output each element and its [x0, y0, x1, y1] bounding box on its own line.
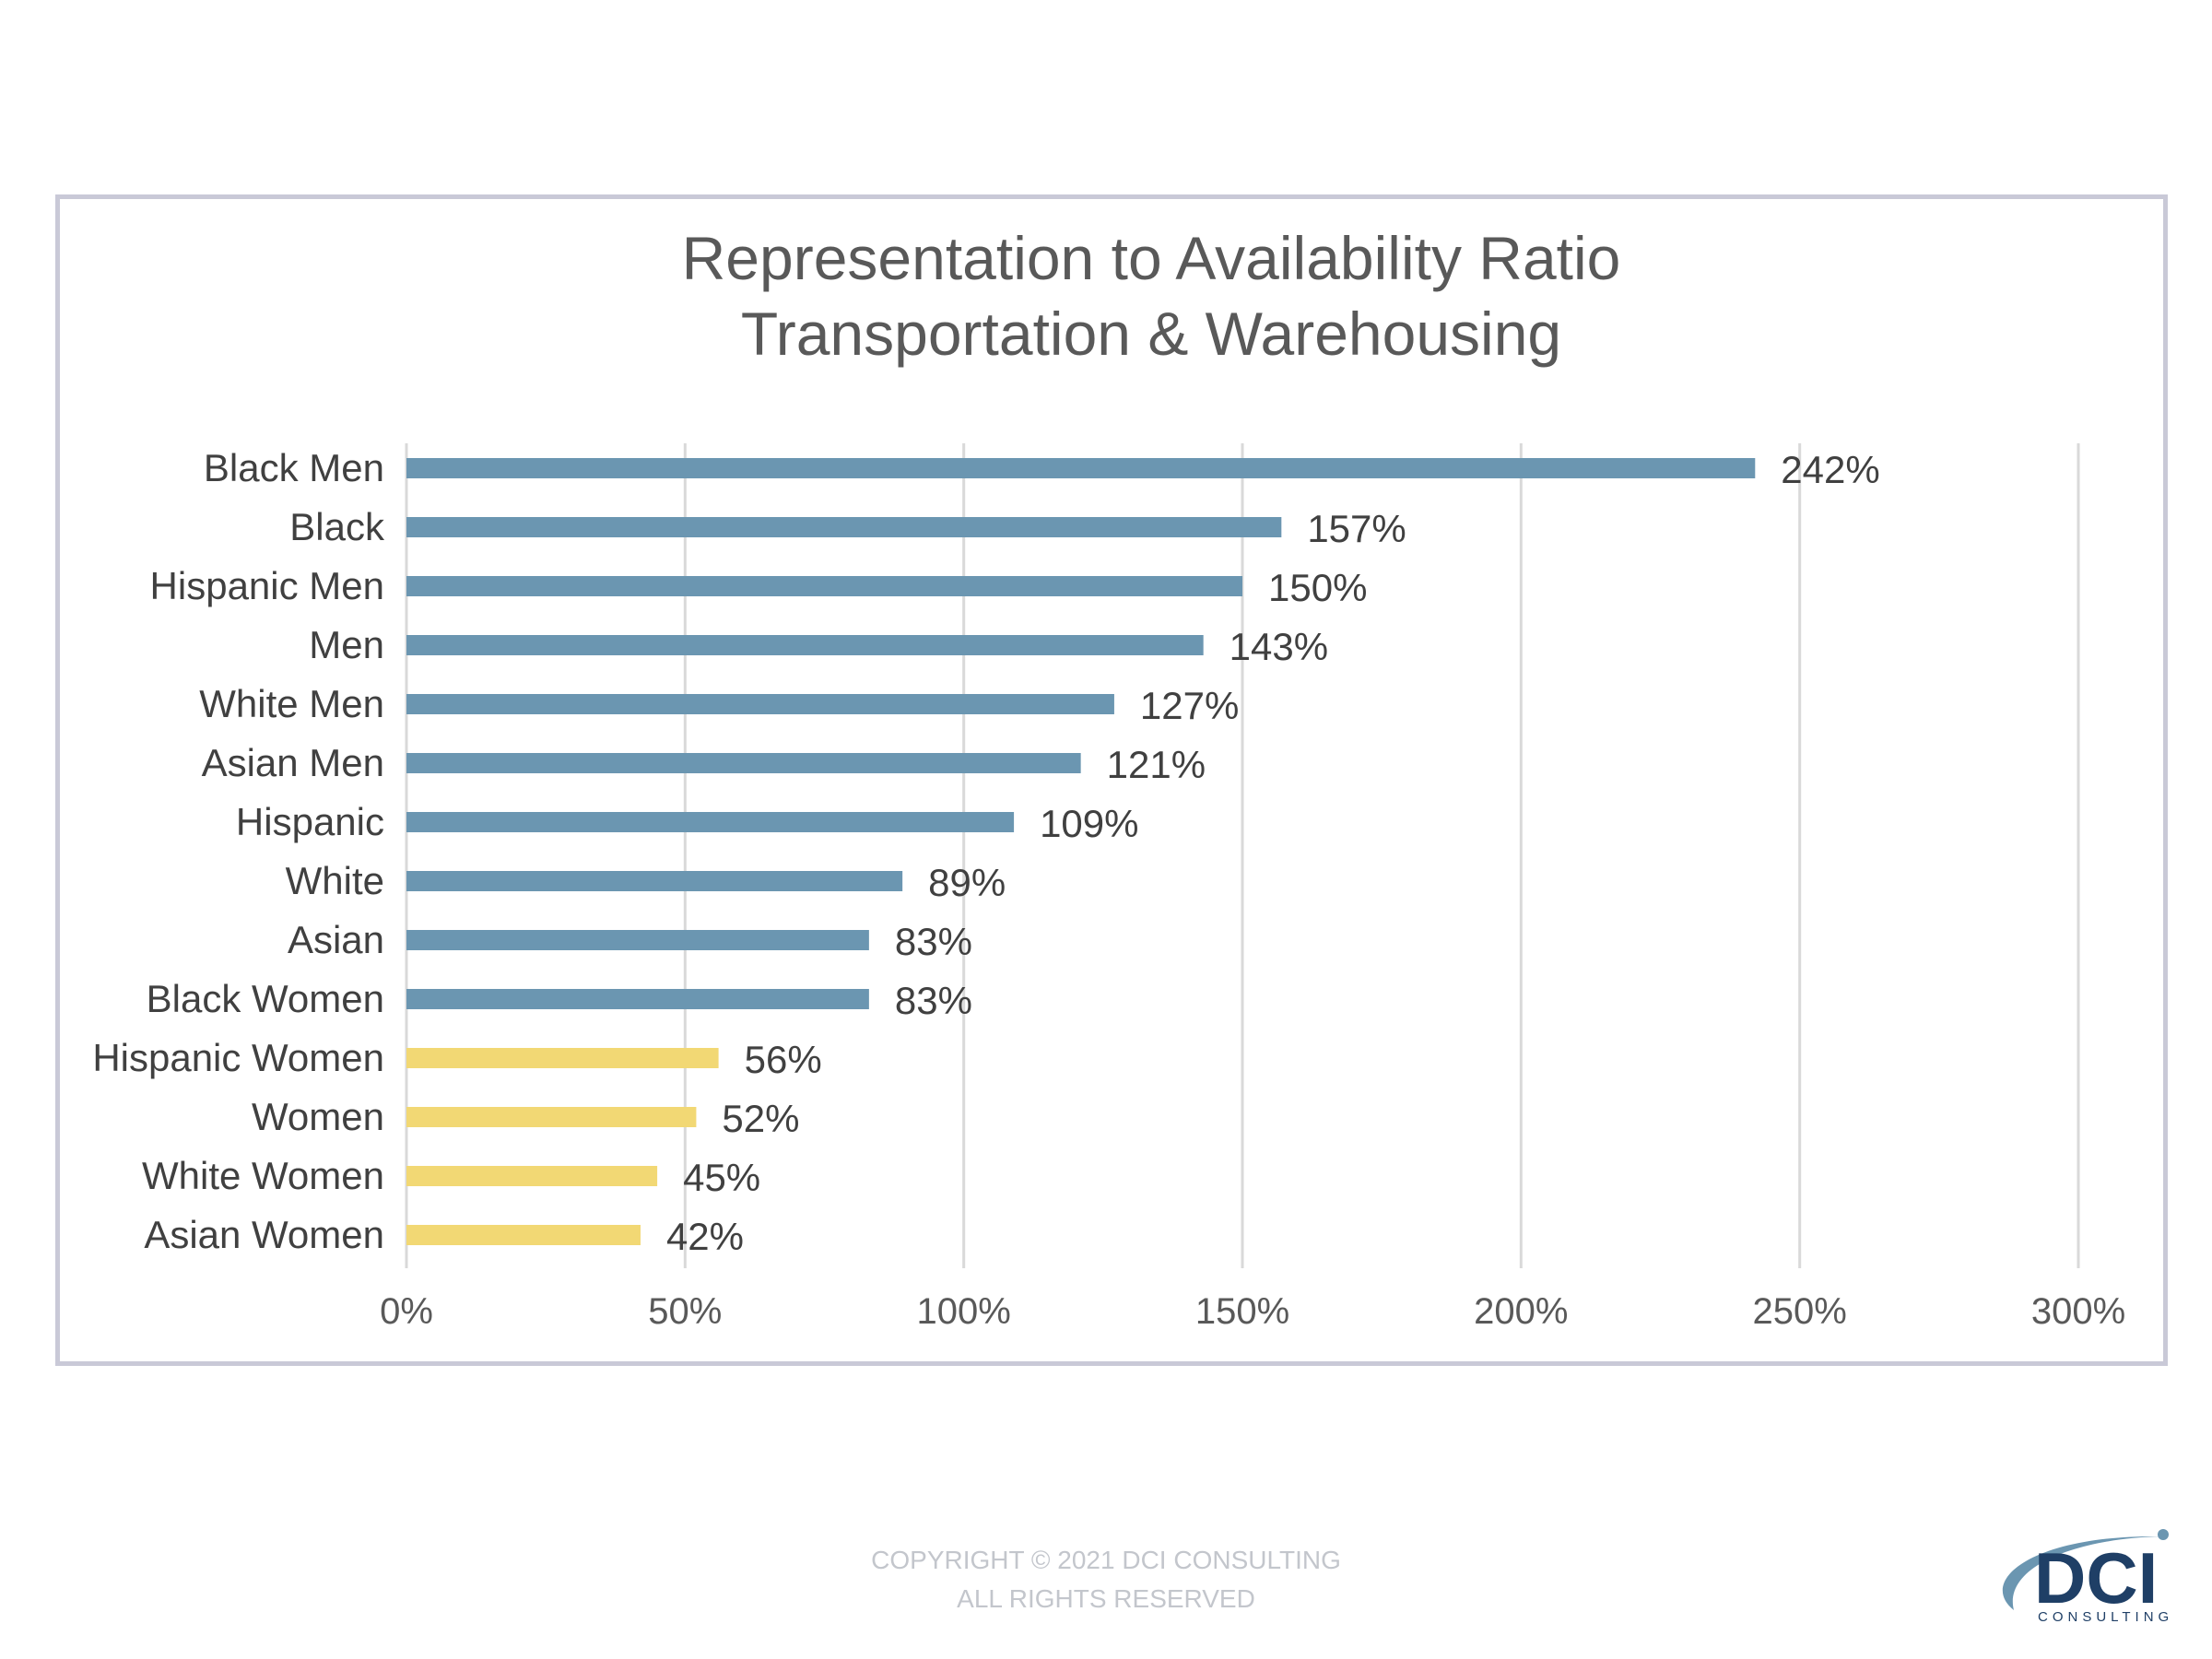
bar [406, 753, 1081, 773]
value-labels: 242% 157% 150% 143% 127% 121% 109% 89% 83% 83% 56%… [666, 448, 1880, 1258]
data-label: 83% [895, 920, 972, 963]
chart-title-line-1: Representation to Availability Ratio [682, 224, 1621, 292]
x-axis-ticks: 0% 50% 100% 150% 200% 250% 300% [380, 1291, 2125, 1332]
bar [406, 989, 869, 1009]
data-label: 109% [1040, 802, 1138, 845]
category-label: Women [252, 1095, 384, 1138]
category-label: Asian Men [202, 741, 384, 784]
bar [406, 930, 869, 950]
bar [406, 812, 1015, 832]
data-label: 45% [683, 1156, 760, 1199]
bar [406, 458, 1756, 478]
data-label: 127% [1140, 684, 1239, 727]
x-tick-label: 0% [380, 1291, 433, 1332]
copyright-notice: COPYRIGHT © 2021 DCI CONSULTING ALL RIGH… [0, 1541, 2212, 1618]
x-tick-label: 100% [917, 1291, 1011, 1332]
bar [406, 694, 1114, 714]
data-label: 242% [1781, 448, 1879, 491]
category-label: Black [289, 505, 385, 548]
copyright-line-1: COPYRIGHT © 2021 DCI CONSULTING [871, 1546, 1341, 1574]
category-label: White [286, 859, 384, 902]
bar [406, 635, 1204, 655]
category-label: Hispanic [236, 800, 384, 843]
bar [406, 1107, 697, 1127]
bars [406, 458, 1756, 1245]
data-label: 52% [722, 1097, 799, 1140]
logo-dot-icon [2158, 1529, 2169, 1540]
chart-frame: Black Men Black Hispanic Men Men White Men As… [55, 194, 2168, 1366]
bar [406, 1225, 641, 1245]
bar [406, 1166, 658, 1186]
category-label: Black Men [204, 446, 384, 489]
logo-swoosh-icon [2002, 1535, 2161, 1610]
category-labels: Black Men Black Hispanic Men Men White Men As… [92, 446, 385, 1256]
x-tick-label: 50% [648, 1291, 722, 1332]
copyright-line-2: ALL RIGHTS RESERVED [957, 1584, 1255, 1613]
category-label: Men [309, 623, 384, 666]
logo-text: DCI [2034, 1537, 2158, 1618]
chart-title-line-2: Transportation & Warehousing [741, 300, 1561, 368]
data-label: 150% [1268, 566, 1367, 609]
x-tick-label: 250% [1753, 1291, 1847, 1332]
category-label: Hispanic Men [150, 564, 384, 607]
category-label: White Women [142, 1154, 384, 1197]
category-label: Asian [288, 918, 384, 961]
bar [406, 517, 1282, 537]
bar [406, 871, 903, 891]
gridlines [405, 443, 2080, 1268]
category-label: White Men [199, 682, 384, 725]
bar [406, 576, 1242, 596]
data-label: 157% [1307, 507, 1406, 550]
data-label: 56% [745, 1038, 822, 1081]
logo-subtext: CONSULTING [2038, 1609, 2173, 1625]
data-label: 83% [895, 979, 972, 1022]
data-label: 89% [928, 861, 1006, 904]
category-label: Asian Women [144, 1213, 384, 1256]
bar [406, 1048, 719, 1068]
x-tick-label: 200% [1474, 1291, 1568, 1332]
data-label: 121% [1107, 743, 1206, 786]
x-tick-label: 150% [1195, 1291, 1289, 1332]
data-label: 42% [666, 1215, 744, 1258]
data-label: 143% [1230, 625, 1328, 668]
category-label: Black Women [147, 977, 384, 1020]
x-tick-label: 300% [2031, 1291, 2125, 1332]
bar-chart: Black Men Black Hispanic Men Men White Men As… [92, 224, 2125, 1332]
dci-logo: DCI CONSULTING [2002, 1529, 2173, 1625]
category-label: Hispanic Women [92, 1036, 384, 1079]
